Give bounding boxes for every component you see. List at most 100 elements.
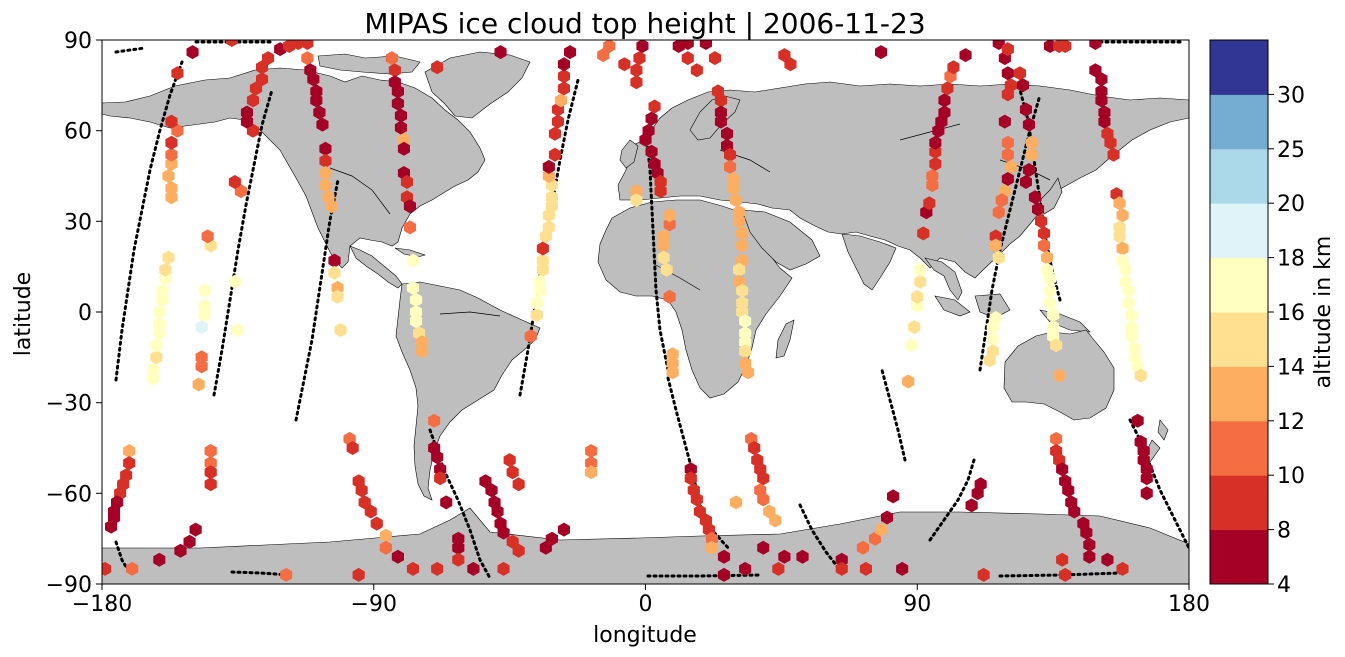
cloud-top-marker bbox=[1134, 368, 1147, 383]
colorbar-tick-label: 30 bbox=[1277, 83, 1305, 108]
cloud-top-marker bbox=[364, 504, 377, 519]
cloud-top-marker bbox=[171, 123, 184, 138]
cloud-top-marker bbox=[1004, 159, 1017, 174]
cloud-top-marker bbox=[228, 274, 241, 289]
cloud-top-marker bbox=[733, 214, 746, 229]
cloud-top-marker bbox=[165, 147, 178, 162]
cloud-top-marker bbox=[379, 528, 392, 543]
map-area bbox=[102, 40, 1189, 584]
cloud-top-marker bbox=[856, 540, 869, 555]
cloud-top-marker bbox=[684, 471, 697, 486]
cloud-top-marker bbox=[452, 540, 465, 555]
cloud-top-marker bbox=[123, 444, 136, 458]
cloud-top-marker bbox=[231, 323, 244, 338]
cloud-top-marker bbox=[917, 226, 930, 241]
colorbar-tick-label: 18 bbox=[1277, 247, 1305, 272]
cloud-top-marker bbox=[1089, 40, 1102, 50]
cloud-top-marker bbox=[908, 320, 921, 335]
cloud-top-marker bbox=[1095, 84, 1108, 99]
cloud-top-marker bbox=[914, 274, 927, 289]
cloud-top-marker bbox=[1119, 262, 1132, 277]
cloud-top-marker bbox=[183, 534, 196, 549]
land-arabia bbox=[741, 209, 821, 271]
cloud-top-marker bbox=[201, 229, 214, 244]
cloud-top-marker bbox=[352, 567, 365, 582]
cloud-top-marker bbox=[204, 465, 217, 480]
cloud-top-marker bbox=[156, 292, 169, 307]
cloud-top-marker bbox=[699, 40, 712, 50]
cloud-top-marker bbox=[557, 522, 570, 537]
cloud-top-marker bbox=[663, 208, 676, 223]
cloud-top-marker bbox=[708, 51, 721, 66]
cloud-top-marker bbox=[385, 51, 398, 66]
cloud-top-marker bbox=[1140, 471, 1153, 486]
orbit-track bbox=[978, 93, 1042, 372]
cloud-top-marker bbox=[512, 477, 525, 492]
colorbar-tick-label: 10 bbox=[1277, 464, 1305, 489]
cloud-top-marker bbox=[195, 320, 208, 335]
cloud-top-marker bbox=[431, 60, 444, 75]
cloud-top-marker bbox=[714, 105, 727, 120]
cloud-top-marker bbox=[156, 283, 169, 298]
cloud-top-marker bbox=[246, 123, 259, 138]
cloud-top-marker bbox=[249, 81, 263, 96]
land-madagascar bbox=[775, 319, 795, 359]
cloud-top-marker bbox=[292, 40, 305, 50]
cloud-top-marker bbox=[1050, 338, 1063, 353]
cloud-top-marker bbox=[1128, 341, 1141, 356]
cloud-top-marker bbox=[1041, 250, 1054, 265]
cloud-top-marker bbox=[630, 184, 643, 199]
cloud-top-marker bbox=[165, 190, 178, 205]
cloud-top-marker bbox=[739, 314, 752, 329]
cloud-top-marker bbox=[1098, 105, 1111, 120]
colorbar-tick-label: 20 bbox=[1277, 192, 1305, 217]
cloud-top-marker bbox=[705, 531, 718, 546]
cloud-top-marker bbox=[1125, 329, 1138, 344]
cloud-top-marker bbox=[660, 262, 673, 277]
cloud-top-marker bbox=[585, 456, 598, 471]
cloud-top-marker bbox=[319, 141, 332, 156]
cloud-top-marker bbox=[319, 178, 332, 193]
cloud-top-marker bbox=[204, 444, 217, 458]
cloud-top-marker bbox=[307, 72, 320, 87]
x-axis: −180 −90 0 90 180 longitude bbox=[72, 584, 1210, 648]
cloud-top-marker bbox=[1137, 444, 1150, 458]
cloud-top-marker bbox=[536, 253, 549, 268]
cloud-top-marker bbox=[1038, 238, 1051, 253]
orbit-track bbox=[646, 573, 762, 578]
cloud-top-marker bbox=[1068, 504, 1081, 519]
cloud-top-marker bbox=[1122, 283, 1135, 298]
cloud-top-marker bbox=[929, 135, 942, 150]
cloud-top-marker bbox=[391, 84, 404, 99]
x-tick-label: 90 bbox=[903, 592, 931, 617]
y-axis-label: latitude bbox=[11, 272, 36, 356]
colorbar-tick-label: 16 bbox=[1277, 301, 1305, 326]
cloud-top-marker bbox=[428, 413, 441, 428]
cloud-top-marker bbox=[159, 262, 172, 277]
cloud-top-marker bbox=[1122, 295, 1135, 310]
cloud-top-marker bbox=[479, 474, 492, 489]
cloud-top-marker bbox=[301, 40, 314, 50]
cloud-top-marker bbox=[192, 377, 205, 392]
cloud-top-marker bbox=[1098, 114, 1111, 129]
colorbar: 4 8 10 12 14 16 18 20 25 30 altitude in km bbox=[1209, 39, 1336, 598]
cloud-top-marker bbox=[992, 205, 1005, 220]
cloud-top-marker bbox=[1050, 431, 1063, 446]
cloud-top-marker bbox=[542, 159, 555, 174]
cloud-top-marker bbox=[533, 274, 546, 289]
cloud-top-marker bbox=[174, 543, 187, 558]
cloud-top-marker bbox=[557, 57, 570, 72]
land-japan bbox=[1039, 177, 1063, 215]
cloud-top-marker bbox=[630, 75, 643, 90]
cloud-top-marker bbox=[757, 471, 770, 486]
chart-title: MIPAS ice cloud top height | 2006-11-23 bbox=[364, 7, 925, 40]
cloud-top-marker bbox=[391, 549, 404, 564]
cloud-top-marker bbox=[394, 120, 407, 135]
cloud-top-marker bbox=[262, 51, 275, 66]
cloud-top-marker bbox=[739, 326, 752, 341]
orbit-track bbox=[1128, 418, 1189, 550]
cloud-top-marker bbox=[929, 156, 942, 171]
cloud-top-marker bbox=[654, 184, 667, 199]
cloud-top-marker bbox=[1047, 320, 1060, 335]
cloud-top-marker bbox=[195, 350, 208, 365]
